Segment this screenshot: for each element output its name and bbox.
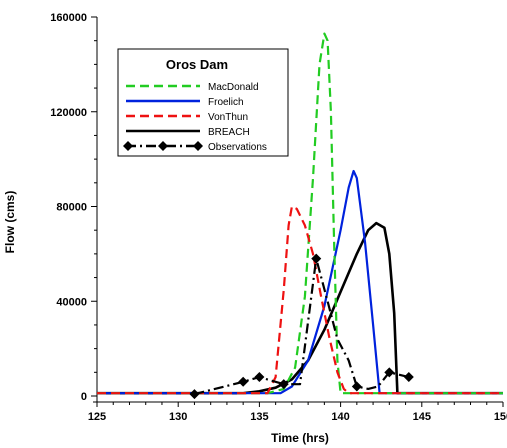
observation-marker <box>254 372 265 383</box>
legend-marker <box>193 141 203 151</box>
y-tick-label: 120000 <box>50 107 87 119</box>
x-tick-label: 140 <box>331 411 349 423</box>
observation-marker <box>311 253 322 264</box>
axes: 0 40000 80000 120000 160000 125 130 135 140 145 15… <box>50 12 507 423</box>
legend-box <box>117 48 289 157</box>
observation-marker <box>238 376 249 387</box>
series-layer <box>97 32 503 400</box>
y-axis-title: Flow (cms) <box>3 191 17 254</box>
legend-label: MacDonald <box>208 82 259 93</box>
x-tick-label: 145 <box>413 411 431 423</box>
x-tick-label: 150 <box>494 411 507 423</box>
legend-title: Oros Dam <box>166 57 228 72</box>
legend: Oros Dam MacDonald Froelich VonThun BREACH Ob… <box>117 48 289 157</box>
y-tick-label: 80000 <box>56 202 87 214</box>
observation-marker <box>351 381 362 392</box>
series-line-macdonald <box>97 32 503 395</box>
legend-label: Observations <box>208 142 267 153</box>
x-tick-label: 125 <box>88 411 106 423</box>
series-line-breach <box>97 221 503 395</box>
legend-marker <box>158 141 168 151</box>
observation-marker <box>384 367 395 378</box>
x-tick-label: 130 <box>169 411 187 423</box>
legend-marker <box>123 141 133 151</box>
y-tick-label: 160000 <box>50 12 87 24</box>
observation-marker <box>189 389 200 400</box>
y-tick-label: 40000 <box>56 296 87 308</box>
y-tick-label: 0 <box>81 391 87 403</box>
x-tick-label: 135 <box>250 411 268 423</box>
series-line-froelich <box>97 169 503 395</box>
legend-label: Froelich <box>208 97 244 108</box>
legend-label: BREACH <box>208 127 250 138</box>
x-axis-title: Time (hrs) <box>271 431 329 445</box>
observation-marker <box>278 379 289 390</box>
observation-marker <box>403 372 414 383</box>
series-line-vonthun <box>97 205 503 395</box>
legend-label: VonThun <box>208 112 248 123</box>
